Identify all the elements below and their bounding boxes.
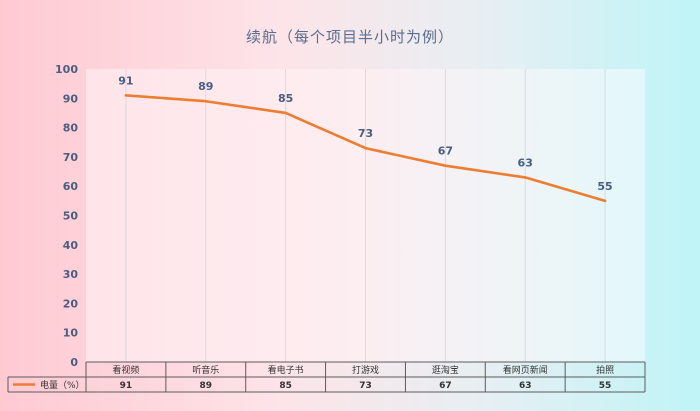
y-tick-label: 60 bbox=[63, 180, 79, 193]
data-label: 89 bbox=[198, 80, 213, 93]
table-value-cell: 89 bbox=[200, 381, 213, 391]
table-value-cell: 85 bbox=[279, 381, 292, 391]
x-category-label: 逛淘宝 bbox=[432, 364, 459, 376]
y-tick-label: 90 bbox=[63, 92, 79, 105]
y-tick-label: 0 bbox=[70, 356, 78, 369]
x-category-label: 打游戏 bbox=[352, 364, 379, 376]
legend-series-name: 电量（%） bbox=[40, 379, 85, 391]
table-value-cell: 91 bbox=[120, 381, 133, 391]
y-tick-label: 50 bbox=[63, 210, 79, 223]
data-label: 91 bbox=[118, 74, 133, 87]
table-value-cell: 67 bbox=[439, 381, 452, 391]
y-tick-label: 80 bbox=[63, 122, 79, 135]
x-category-label: 看网页新闻 bbox=[503, 364, 548, 376]
x-category-label: 拍照 bbox=[596, 364, 614, 376]
x-category-label: 看电子书 bbox=[268, 364, 304, 376]
y-tick-label: 70 bbox=[63, 151, 79, 164]
data-label: 67 bbox=[438, 145, 453, 158]
y-tick-label: 100 bbox=[55, 63, 78, 76]
table-value-cell: 55 bbox=[599, 381, 612, 391]
chart-title: 续航（每个项目半小时为例） bbox=[245, 28, 454, 46]
y-tick-label: 30 bbox=[63, 268, 79, 281]
data-point bbox=[364, 146, 367, 150]
data-label: 85 bbox=[278, 92, 293, 105]
table-value-cell: 63 bbox=[519, 381, 532, 391]
data-point bbox=[204, 100, 207, 103]
data-label: 63 bbox=[518, 156, 533, 169]
y-tick-label: 40 bbox=[63, 239, 79, 252]
data-point bbox=[124, 94, 128, 97]
data-label: 73 bbox=[358, 127, 373, 140]
y-tick-label: 20 bbox=[63, 297, 79, 310]
x-category-label: 听音乐 bbox=[192, 364, 219, 376]
data-point bbox=[524, 176, 527, 179]
table-value-cell: 73 bbox=[359, 381, 372, 391]
data-point bbox=[284, 111, 287, 115]
y-tick-label: 10 bbox=[63, 327, 79, 340]
data-point bbox=[444, 164, 447, 167]
x-category-label: 看视频 bbox=[112, 364, 139, 376]
data-label: 55 bbox=[597, 180, 612, 193]
data-point bbox=[603, 199, 607, 203]
